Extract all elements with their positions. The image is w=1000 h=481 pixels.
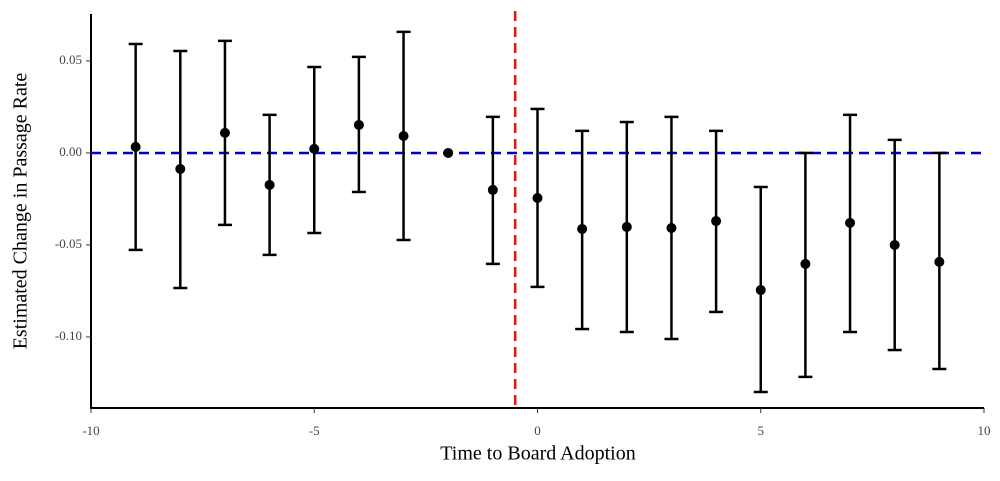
x-tick-label: -5 [309, 423, 320, 438]
point [934, 256, 945, 267]
x-tick-label: -10 [82, 423, 99, 438]
x-axis-title: Time to Board Adoption [440, 443, 635, 465]
point [845, 217, 856, 228]
point [175, 163, 186, 174]
x-tick-label: 5 [758, 423, 765, 438]
point [889, 239, 900, 250]
y-tick-label: -0.10 [55, 328, 82, 343]
y-tick-label: -0.05 [55, 236, 82, 251]
point [309, 143, 320, 154]
point [711, 216, 722, 227]
point [800, 258, 811, 269]
y-tick-label: 0.05 [59, 52, 82, 67]
point [577, 223, 588, 234]
point [219, 127, 230, 138]
point [264, 179, 275, 190]
point [353, 119, 364, 130]
point [621, 221, 632, 232]
point [666, 223, 677, 234]
point [532, 193, 543, 204]
point [398, 131, 409, 142]
x-tick-label: 10 [978, 423, 991, 438]
point [755, 285, 766, 296]
point [487, 184, 498, 195]
x-tick-label: 0 [534, 423, 541, 438]
y-axis-title: Estimated Change in Passage Rate [10, 73, 32, 350]
point [130, 141, 141, 152]
y-tick-label: 0.00 [59, 144, 82, 159]
point [443, 147, 454, 158]
